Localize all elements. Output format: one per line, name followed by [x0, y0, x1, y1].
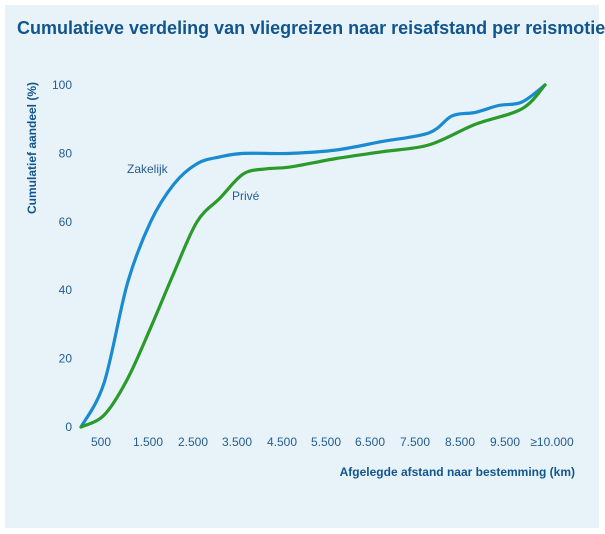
- y-tick-label: 100: [52, 78, 72, 92]
- chart-title: Cumulatieve verdeling van vliegreizen na…: [17, 18, 605, 38]
- x-tick-label: 9.500: [490, 435, 520, 449]
- x-tick-label: 4.500: [267, 435, 297, 449]
- y-axis-title: Cumulatief aandeel (%): [25, 82, 39, 214]
- y-tick-label: 20: [59, 352, 73, 366]
- x-tick-label: 3.500: [222, 435, 252, 449]
- x-tick-label: 2.500: [178, 435, 208, 449]
- x-tick-label: ≥10.000: [530, 435, 574, 449]
- chart-panel: [5, 5, 599, 528]
- y-tick-label: 60: [59, 215, 73, 229]
- x-tick-label: 1.500: [133, 435, 163, 449]
- series-line-prive: [79, 83, 547, 429]
- x-axis-title: Afgelegde afstand naar bestemming (km): [340, 465, 575, 479]
- series-label-zakelijk: Zakelijk: [127, 162, 169, 176]
- x-tick-label: 7.500: [400, 435, 430, 449]
- x-tick-label: 5.500: [311, 435, 341, 449]
- y-tick-label: 40: [59, 283, 73, 297]
- series-line-zakelijk: [79, 83, 547, 429]
- y-tick-label: 0: [65, 420, 72, 434]
- series-label-prive: Privé: [232, 189, 260, 203]
- x-tick-label: 6.500: [355, 435, 385, 449]
- x-tick-label: 500: [91, 435, 111, 449]
- y-tick-label: 80: [59, 146, 73, 160]
- x-tick-label: 8.500: [445, 435, 475, 449]
